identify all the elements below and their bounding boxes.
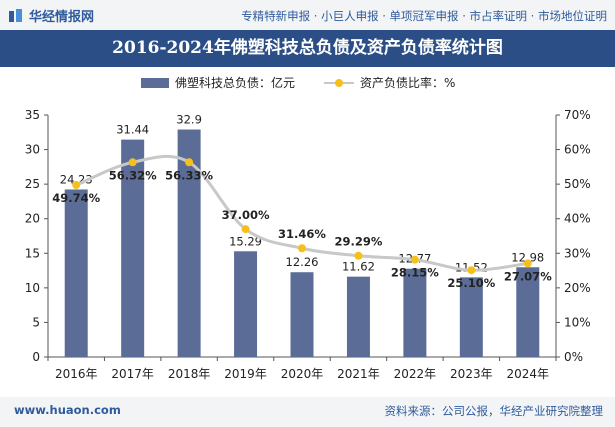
x-tick-label: 2022年 (394, 367, 437, 381)
ratio-value-label: 29.29% (334, 235, 382, 249)
bar (177, 129, 201, 357)
bar-value-label: 31.44 (116, 123, 149, 137)
x-tick-label: 2021年 (337, 367, 380, 381)
footer-source: 资料来源：公司公报，华经产业研究院整理 (384, 404, 604, 418)
bar (64, 189, 88, 357)
service-links[interactable]: 专精特新申报 · 小巨人申报 · 单项冠军申报 · 市占率证明 · 市场地位证明 (241, 9, 607, 23)
legend-line-label: 资产负债比率：% (360, 75, 455, 90)
ratio-point (72, 181, 81, 190)
y-left-tick-label: 25 (25, 177, 40, 191)
site-logo[interactable]: 华经情报网 (8, 6, 94, 25)
bar (234, 251, 258, 357)
ratio-point (185, 158, 194, 167)
y-left-tick-label: 15 (25, 246, 40, 260)
legend-line-marker (335, 79, 343, 87)
bar (290, 272, 314, 357)
chart-title: 2016-2024年佛塑科技总负债及资产负债率统计图 (112, 38, 503, 58)
y-right-tick-label: 30% (564, 246, 591, 260)
footer-website[interactable]: www.huaon.com (14, 403, 121, 417)
x-tick-label: 2017年 (111, 367, 154, 381)
legend-bar-label: 佛塑科技总负债：亿元 (175, 75, 295, 90)
y-right-tick-label: 60% (564, 143, 591, 157)
x-tick-label: 2020年 (281, 367, 324, 381)
y-left-tick-label: 30 (25, 143, 40, 157)
chart: 佛塑科技总负债：亿元 资产负债比率：% 0 5 10 15 20 25 30 35 0% 10% 20%… (25, 75, 591, 381)
y-right-tick-label: 70% (564, 108, 591, 122)
x-tick-label: 2019年 (224, 367, 267, 381)
top-bar (0, 0, 615, 30)
ratio-point (241, 225, 250, 234)
ratio-value-label: 37.00% (222, 208, 270, 222)
bar-value-label: 15.29 (229, 234, 262, 248)
ratio-point (523, 259, 532, 268)
bar (346, 276, 370, 357)
y-left-tick-label: 35 (25, 108, 40, 122)
ratio-point (354, 251, 363, 260)
ratio-value-label: 27.07% (504, 269, 552, 283)
site-name: 华经情报网 (29, 10, 95, 25)
ratio-value-label: 25.10% (447, 276, 495, 290)
y-left-tick-label: 5 (32, 315, 40, 329)
y-left-tick-label: 10 (25, 281, 40, 295)
ratio-value-label: 56.32% (109, 168, 157, 182)
y-right-tick-label: 40% (564, 212, 591, 226)
footer-bar (0, 397, 615, 427)
y-right-tick-label: 0% (564, 350, 583, 364)
y-left-tick-label: 0 (32, 350, 40, 364)
ratio-value-label: 56.33% (165, 168, 213, 182)
ratio-value-label: 28.15% (391, 266, 439, 280)
bar-value-label: 32.9 (176, 113, 202, 127)
bar (121, 139, 145, 357)
ratio-point (128, 158, 137, 167)
y-right-tick-label: 20% (564, 281, 591, 295)
ratio-point (298, 244, 306, 253)
bar-value-label: 11.62 (342, 260, 375, 274)
y-right-tick-label: 10% (564, 315, 591, 329)
x-tick-label: 2016年 (55, 367, 98, 381)
bar-value-label: 12.98 (511, 250, 544, 264)
x-tick-label: 2018年 (168, 367, 211, 381)
ratio-point (467, 266, 476, 275)
ratio-point (410, 255, 419, 264)
title-bar (0, 30, 615, 67)
bar (516, 267, 540, 357)
x-tick-label: 2023年 (450, 367, 493, 381)
bar (459, 277, 483, 357)
y-right-tick-label: 50% (564, 177, 591, 191)
logo-icon (9, 8, 22, 22)
ratio-value-label: 49.74% (52, 191, 100, 205)
ratio-value-label: 31.46% (278, 227, 326, 241)
y-left-tick-label: 20 (25, 212, 40, 226)
legend-bar-swatch (141, 78, 169, 88)
x-tick-label: 2024年 (507, 367, 550, 381)
bar-value-label: 12.26 (286, 255, 319, 269)
bar (403, 268, 427, 357)
